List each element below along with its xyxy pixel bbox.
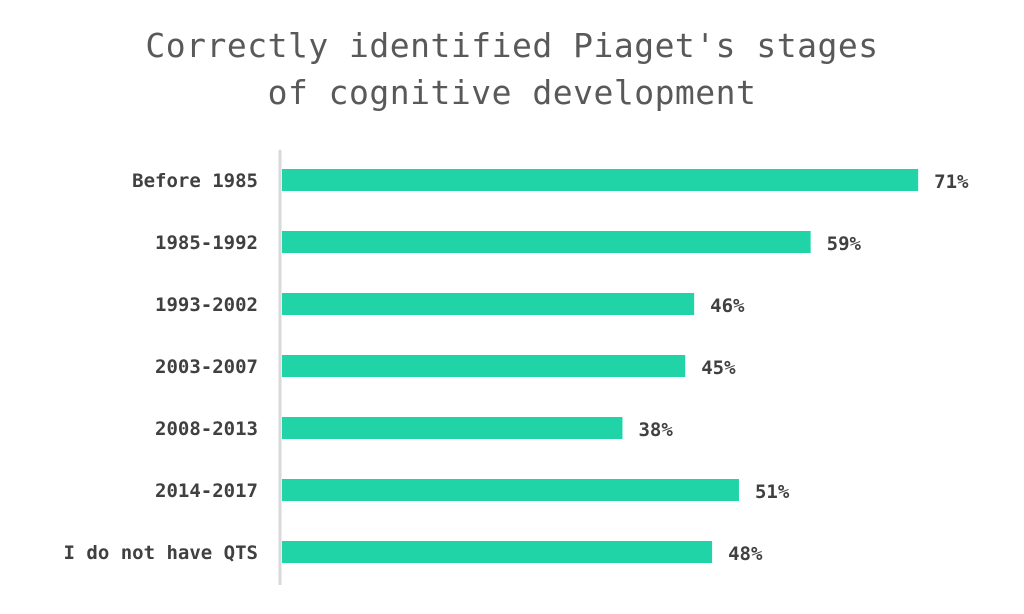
bar	[282, 231, 811, 253]
chart-title-line-2: of cognitive development	[267, 73, 757, 112]
data-label: 46%	[710, 295, 745, 317]
category-label: 1993-2002	[155, 294, 258, 316]
category-label: Before 1985	[132, 170, 258, 192]
bar	[282, 169, 919, 191]
bar	[282, 479, 739, 501]
category-label: 2014-2017	[155, 480, 258, 502]
category-label: 2008-2013	[155, 418, 258, 440]
data-label: 45%	[701, 357, 736, 379]
bar	[282, 541, 713, 563]
category-label: 1985-1992	[155, 232, 258, 254]
data-label: 48%	[728, 543, 763, 565]
data-label: 71%	[934, 171, 969, 193]
data-label: 51%	[755, 481, 790, 503]
category-label: 2003-2007	[155, 356, 258, 378]
chart-title: Correctly identified Piaget's stages of …	[0, 22, 1024, 116]
bar	[282, 355, 686, 377]
chart-title-line-1: Correctly identified Piaget's stages	[145, 26, 879, 65]
bar	[282, 417, 623, 439]
bar	[282, 293, 695, 315]
data-label: 59%	[827, 233, 862, 255]
category-label: I do not have QTS	[64, 542, 258, 564]
data-label: 38%	[638, 419, 673, 441]
